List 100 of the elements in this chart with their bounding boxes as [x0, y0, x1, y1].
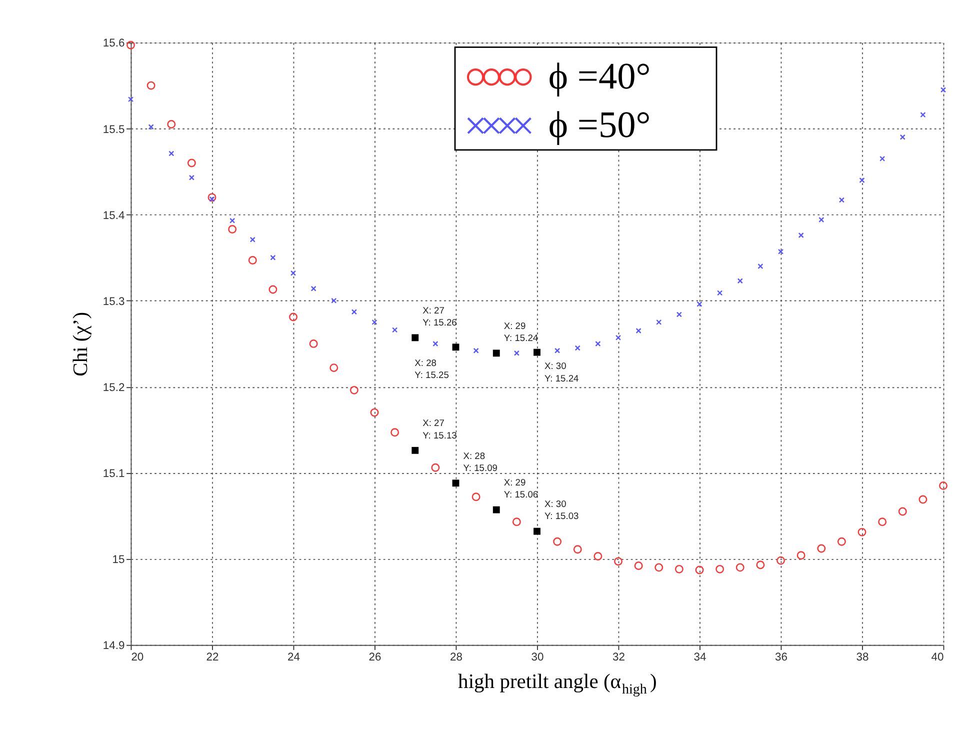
point — [209, 196, 215, 202]
point — [492, 350, 500, 357]
point — [796, 551, 806, 560]
y-tick-label: 15.4 — [102, 210, 125, 222]
point — [736, 563, 744, 572]
x-tick-label: 20 — [131, 651, 144, 664]
point — [289, 312, 298, 322]
x-tick-label: 22 — [206, 651, 219, 664]
point — [776, 556, 785, 565]
point — [717, 290, 723, 296]
point — [514, 350, 520, 356]
point — [146, 81, 156, 90]
x-tick-label: 32 — [612, 651, 625, 664]
x-tick-label: 40 — [931, 651, 944, 664]
point — [778, 248, 784, 254]
point — [817, 544, 826, 553]
point — [939, 481, 948, 490]
point — [798, 232, 804, 238]
point — [432, 340, 438, 347]
annotation: X: 29 Y: 15.06 — [504, 478, 538, 500]
point — [372, 319, 378, 325]
point — [331, 298, 337, 304]
point — [898, 507, 907, 516]
point — [615, 334, 622, 340]
point — [168, 150, 174, 156]
point — [756, 560, 765, 570]
point — [553, 537, 562, 546]
x-tick-label: 30 — [531, 651, 544, 664]
point — [859, 177, 865, 184]
point — [230, 218, 236, 224]
y-tick-label: 15.6 — [102, 38, 125, 50]
point — [431, 463, 440, 472]
point — [636, 328, 642, 334]
point — [656, 319, 662, 325]
point — [737, 278, 743, 284]
annotation: X: 28 Y: 15.09 — [463, 450, 498, 473]
point — [614, 557, 622, 566]
x-tick-label: 36 — [774, 651, 788, 664]
x-tick-label: 24 — [287, 651, 300, 664]
point — [412, 446, 419, 454]
y-tick-label: 15.1 — [102, 468, 125, 480]
annotation: X: 27 Y: 15.26 — [422, 305, 457, 328]
point — [654, 563, 664, 572]
point — [167, 120, 176, 128]
point — [674, 564, 684, 574]
point — [880, 156, 886, 162]
point — [452, 480, 460, 487]
x-tick-label: 38 — [856, 651, 869, 664]
point — [758, 263, 764, 270]
point — [594, 552, 602, 560]
point — [228, 225, 237, 234]
point — [188, 174, 194, 180]
point — [208, 193, 216, 202]
annotation: X: 27 Y: 15.13 — [422, 418, 457, 440]
point — [268, 285, 278, 294]
point — [900, 134, 906, 140]
y-tick-label: 15.5 — [102, 124, 125, 136]
point — [595, 340, 601, 347]
legend-label: ϕ =40° — [548, 56, 651, 98]
point — [534, 348, 540, 356]
point — [716, 564, 724, 574]
point — [187, 158, 196, 168]
y-tick-label: 15 — [112, 554, 125, 566]
point — [392, 327, 398, 333]
point — [370, 408, 379, 417]
point — [350, 386, 358, 394]
point — [452, 344, 460, 351]
point — [858, 528, 866, 536]
point — [390, 428, 400, 437]
point — [148, 124, 154, 130]
point — [472, 492, 480, 502]
point — [512, 518, 521, 526]
point — [878, 518, 887, 526]
point — [940, 87, 946, 93]
point — [310, 286, 316, 292]
y-axis-title: Chi (χ’) — [70, 312, 92, 376]
point — [330, 364, 338, 372]
point — [676, 312, 682, 318]
point — [634, 562, 643, 570]
point — [534, 528, 540, 535]
x-tick-label: 28 — [450, 651, 462, 664]
point — [696, 301, 702, 307]
y-tick-label: 15.3 — [102, 296, 125, 308]
point — [837, 537, 846, 546]
point — [554, 348, 560, 354]
annotation: X: 28 Y: 15.25 — [414, 358, 449, 380]
point — [574, 345, 580, 351]
point — [270, 254, 276, 260]
point — [309, 339, 318, 348]
point — [248, 256, 257, 264]
point — [695, 566, 704, 574]
point — [126, 40, 135, 50]
y-tick-label: 15.2 — [102, 382, 125, 394]
point — [128, 96, 134, 102]
legend-label: ϕ =50° — [548, 104, 651, 146]
y-tick-label: 14.9 — [102, 640, 125, 652]
point — [473, 348, 479, 354]
point — [920, 112, 926, 118]
point — [351, 309, 357, 315]
x-tick-label: 34 — [694, 651, 706, 664]
